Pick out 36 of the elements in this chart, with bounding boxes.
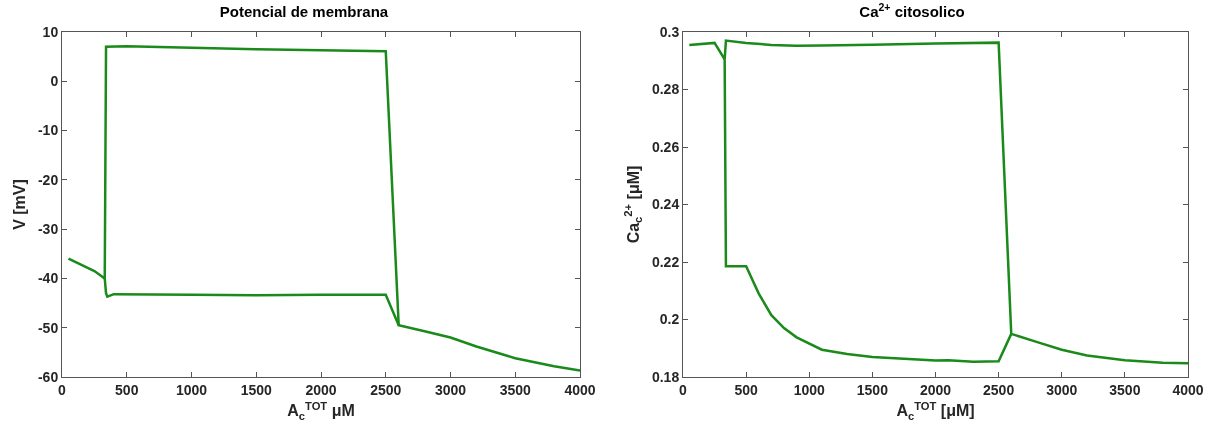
x-tick-label: 3000: [1046, 381, 1078, 398]
chart-title: Potencial de membrana: [219, 3, 389, 21]
y-tick-label: -50: [37, 319, 59, 336]
x-tick-label: 2000: [305, 381, 337, 398]
x-tick-label: 1500: [856, 381, 889, 398]
y-tick-label: -40: [37, 270, 59, 287]
y-tick-label: 10: [42, 23, 59, 40]
y-tick-label: -10: [37, 122, 59, 139]
x-tick-label: 3000: [434, 381, 467, 398]
x-tick-label: 1000: [175, 381, 208, 398]
x-tick-label: 1500: [240, 381, 273, 398]
y-tick-label: -30: [37, 221, 59, 238]
y-tick-label: 0.26: [651, 138, 680, 155]
x-axis-title: A$_{c}$$^{TOT}$ μM: [287, 399, 355, 422]
y-tick-label: 0.18: [651, 368, 680, 385]
x-axis-title: A$_{c}$$^{TOT}$ [μM]: [896, 399, 975, 422]
y-axis-title: V [mV]: [10, 179, 28, 230]
x-tick-label: 2000: [919, 381, 952, 398]
y-tick-label: 0.2: [659, 311, 680, 328]
x-tick-label: 2500: [370, 381, 402, 398]
x-tick-label: 2500: [983, 381, 1015, 398]
y-tick-label: 0: [50, 73, 59, 90]
x-tick-label: 500: [734, 381, 759, 398]
x-tick-label: 4000: [564, 381, 596, 398]
y-tick-label: 0.3: [659, 23, 680, 40]
y-tick-label: -60: [37, 368, 59, 385]
y-tick-label: 0.28: [651, 81, 680, 98]
x-tick-label: 4000: [1172, 381, 1204, 398]
x-tick-label: 1000: [793, 381, 826, 398]
x-tick-label: 3500: [1109, 381, 1141, 398]
y-tick-label: 0.22: [651, 253, 680, 270]
y-tick-label: 0.24: [651, 196, 680, 213]
x-tick-label: 3500: [499, 381, 532, 398]
y-tick-label: -20: [37, 171, 59, 188]
chart-title: Ca$^{2+}$ citosolico: [859, 0, 965, 21]
x-tick-label: 500: [115, 381, 139, 398]
